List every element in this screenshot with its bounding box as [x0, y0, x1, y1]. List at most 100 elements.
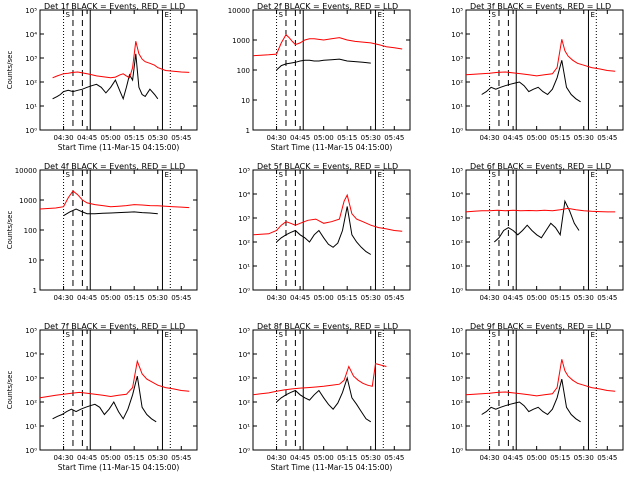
x-tick-label: 05:30 — [361, 134, 381, 142]
x-tick-label: 05:45 — [384, 134, 404, 142]
chart-title: Det 2f BLACK = Events, RED = LLD — [257, 2, 398, 11]
annotation-label: S — [66, 171, 71, 179]
y-tick-label: 10² — [238, 399, 250, 407]
y-axis-label: Counts/sec — [6, 371, 14, 410]
events-series-line — [52, 53, 159, 101]
x-tick-label: 05:45 — [597, 134, 617, 142]
x-tick-label: 05:00 — [101, 134, 121, 142]
x-axis-label: Start Time (11-Mar-15 04:15:00) — [58, 143, 180, 152]
y-tick-label: 10¹ — [451, 103, 463, 111]
y-tick-label: 10¹ — [238, 263, 250, 271]
x-tick-label: 04:45 — [77, 294, 97, 302]
y-tick-label: 10⁰ — [25, 127, 37, 135]
chart-title: Det 3f BLACK = Events, RED = LLD — [470, 2, 611, 11]
events-series-line — [481, 60, 581, 103]
x-tick-label: 04:45 — [503, 294, 523, 302]
y-tick-label: 10 — [241, 97, 250, 105]
x-tick-label: 05:15 — [550, 454, 570, 462]
annotation-label: E — [377, 171, 381, 179]
x-tick-label: 04:45 — [77, 134, 97, 142]
annotation-label: E — [590, 11, 594, 19]
x-tick-label: 05:00 — [101, 294, 121, 302]
y-tick-label: 10⁵ — [451, 7, 463, 15]
x-tick-label: 04:30 — [53, 134, 73, 142]
y-tick-label: 10⁰ — [238, 287, 250, 295]
x-tick-label: 05:45 — [597, 294, 617, 302]
events-series-line — [276, 206, 372, 255]
x-tick-label: 05:00 — [527, 294, 547, 302]
annotation-label: E — [590, 331, 594, 339]
plot-frame — [39, 9, 198, 131]
x-tick-label: 04:45 — [503, 134, 523, 142]
x-tick-label: 05:15 — [550, 294, 570, 302]
x-tick-label: 05:30 — [574, 134, 594, 142]
y-tick-label: 1000 — [19, 197, 37, 205]
chart-panel: Det 1f BLACK = Events, RED = LLD 10⁰ 10¹ 10… — [6, 2, 198, 152]
x-tick-label: 05:15 — [337, 134, 357, 142]
y-tick-label: 10⁰ — [451, 287, 463, 295]
y-tick-label: 1 — [246, 127, 250, 135]
y-tick-label: 10² — [451, 79, 463, 87]
y-tick-label: 10⁴ — [451, 31, 463, 39]
chart-panel: Det 3f BLACK = Events, RED = LLD 10⁰ 10¹ 10… — [451, 2, 624, 142]
chart-panel: Det 6f BLACK = Events, RED = LLD 10⁰ 10¹ 10… — [451, 162, 624, 302]
x-tick-label: 04:30 — [266, 294, 286, 302]
y-tick-label: 100 — [24, 227, 37, 235]
y-tick-label: 10⁰ — [451, 447, 463, 455]
y-tick-label: 10³ — [238, 215, 250, 223]
chart-title: Det 8f BLACK = Events, RED = LLD — [257, 322, 398, 331]
annotation-label: E — [164, 11, 168, 19]
chart-title: Det 7f BLACK = Events, RED = LLD — [44, 322, 185, 331]
x-tick-label: 05:45 — [171, 134, 191, 142]
x-tick-label: 04:30 — [479, 454, 499, 462]
events-series-line — [63, 208, 158, 217]
lld-series-line — [465, 207, 616, 213]
plot-frame — [252, 329, 411, 451]
annotation-label: S — [492, 11, 497, 19]
y-tick-label: 10⁴ — [451, 351, 463, 359]
x-tick-label: 04:45 — [503, 454, 523, 462]
y-tick-label: 10⁵ — [238, 167, 250, 175]
x-tick-label: 05:30 — [574, 294, 594, 302]
y-tick-label: 10⁵ — [25, 7, 37, 15]
lld-series-line — [465, 359, 616, 397]
chart-title: Det 6f BLACK = Events, RED = LLD — [470, 162, 611, 171]
y-tick-label: 10³ — [25, 375, 37, 383]
y-tick-label: 10³ — [238, 375, 250, 383]
plot-frame — [252, 169, 411, 291]
chart-title: Det 5f BLACK = Events, RED = LLD — [257, 162, 398, 171]
annotation-label: E — [164, 331, 168, 339]
annotation-label: S — [66, 331, 71, 339]
chart-panel: Det 7f BLACK = Events, RED = LLD 10⁰ 10¹ 10… — [6, 322, 198, 472]
x-tick-label: 05:00 — [527, 454, 547, 462]
x-tick-label: 05:30 — [148, 134, 168, 142]
x-tick-label: 04:30 — [53, 294, 73, 302]
x-tick-label: 05:15 — [124, 134, 144, 142]
lld-series-line — [465, 39, 616, 77]
y-tick-label: 10⁵ — [25, 327, 37, 335]
y-tick-label: 1 — [33, 287, 37, 295]
y-tick-label: 10¹ — [25, 423, 37, 431]
chart-panel: Det 2f BLACK = Events, RED = LLD 1 10 100 10… — [228, 2, 411, 152]
annotation-label: E — [377, 11, 381, 19]
annotation-label: S — [279, 331, 284, 339]
lld-series-line — [252, 362, 387, 396]
x-tick-label: 05:45 — [597, 454, 617, 462]
x-tick-label: 04:45 — [77, 454, 97, 462]
annotation-label: E — [590, 171, 594, 179]
y-axis-label: Counts/sec — [6, 51, 14, 90]
y-tick-label: 10³ — [451, 375, 463, 383]
annotation-label: E — [164, 171, 168, 179]
y-tick-label: 10² — [451, 239, 463, 247]
chart-title: Det 4f BLACK = Events, RED = LLD — [44, 162, 185, 171]
chart-panel: Det 9f BLACK = Events, RED = LLD 10⁰ 10¹ 10… — [451, 322, 624, 462]
x-tick-label: 05:00 — [314, 454, 334, 462]
annotation-label: S — [279, 171, 284, 179]
lld-series-line — [39, 190, 190, 210]
lld-series-line — [252, 33, 403, 57]
x-tick-label: 05:15 — [124, 454, 144, 462]
x-tick-label: 05:45 — [171, 454, 191, 462]
x-tick-label: 05:15 — [124, 294, 144, 302]
y-tick-label: 10⁰ — [238, 447, 250, 455]
plot-frame — [465, 329, 624, 451]
